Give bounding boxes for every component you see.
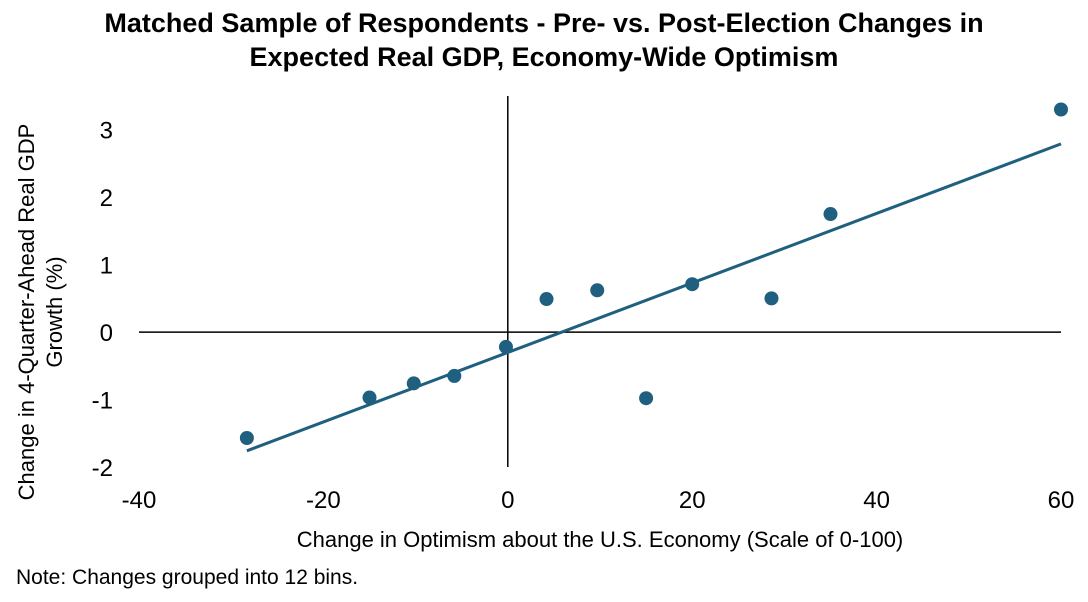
chart-title: Matched Sample of Respondents - Pre- vs.… bbox=[0, 6, 1088, 74]
y-tick-label: 2 bbox=[100, 185, 113, 212]
x-tick-label: 40 bbox=[863, 487, 890, 514]
tick-labels: -40 -20 0 20 40 60 -2 -1 0 1 2 3 bbox=[92, 118, 1075, 514]
x-tick-label: 20 bbox=[679, 487, 706, 514]
x-tick-label: -40 bbox=[122, 487, 157, 514]
data-point bbox=[447, 368, 462, 383]
y-tick-label: 0 bbox=[100, 320, 113, 347]
chart-note: Note: Changes grouped into 12 bins. bbox=[16, 566, 359, 589]
x-tick-label: 60 bbox=[1048, 487, 1075, 514]
y-tick-label: 3 bbox=[100, 118, 113, 145]
x-tick-label: 0 bbox=[501, 487, 514, 514]
data-point bbox=[362, 390, 377, 405]
data-point bbox=[498, 339, 513, 354]
x-axis-title: Change in Optimism about the U.S. Econom… bbox=[297, 527, 904, 552]
data-point bbox=[406, 376, 421, 391]
y-axis-title-line-2: Growth (%) bbox=[42, 256, 67, 367]
data-points bbox=[239, 102, 1068, 445]
data-point bbox=[239, 430, 254, 445]
chart-title-line-2: Expected Real GDP, Economy-Wide Optimism bbox=[249, 42, 839, 72]
data-point bbox=[764, 291, 779, 306]
data-point bbox=[1054, 102, 1068, 117]
trendline bbox=[246, 142, 1062, 453]
data-point bbox=[539, 292, 554, 307]
data-point bbox=[590, 283, 605, 298]
scatter-chart: -40 -20 0 20 40 60 -2 -1 0 1 2 3 Change in Optimism… bbox=[14, 96, 1075, 552]
y-tick-label: -1 bbox=[92, 388, 113, 415]
y-tick-label: -2 bbox=[92, 455, 113, 482]
y-axis-title-line-1: Change in 4-Quarter-Ahead Real GDP bbox=[14, 124, 39, 501]
axes bbox=[139, 96, 1061, 467]
y-tick-label: 1 bbox=[100, 253, 113, 280]
axis-titles: Change in Optimism about the U.S. Econom… bbox=[14, 124, 903, 552]
data-point bbox=[639, 391, 654, 406]
data-point bbox=[823, 207, 838, 222]
chart-title-line-1: Matched Sample of Respondents - Pre- vs.… bbox=[104, 8, 984, 38]
trendline-layer bbox=[246, 142, 1062, 453]
data-point bbox=[685, 277, 700, 292]
x-tick-label: -20 bbox=[306, 487, 341, 514]
